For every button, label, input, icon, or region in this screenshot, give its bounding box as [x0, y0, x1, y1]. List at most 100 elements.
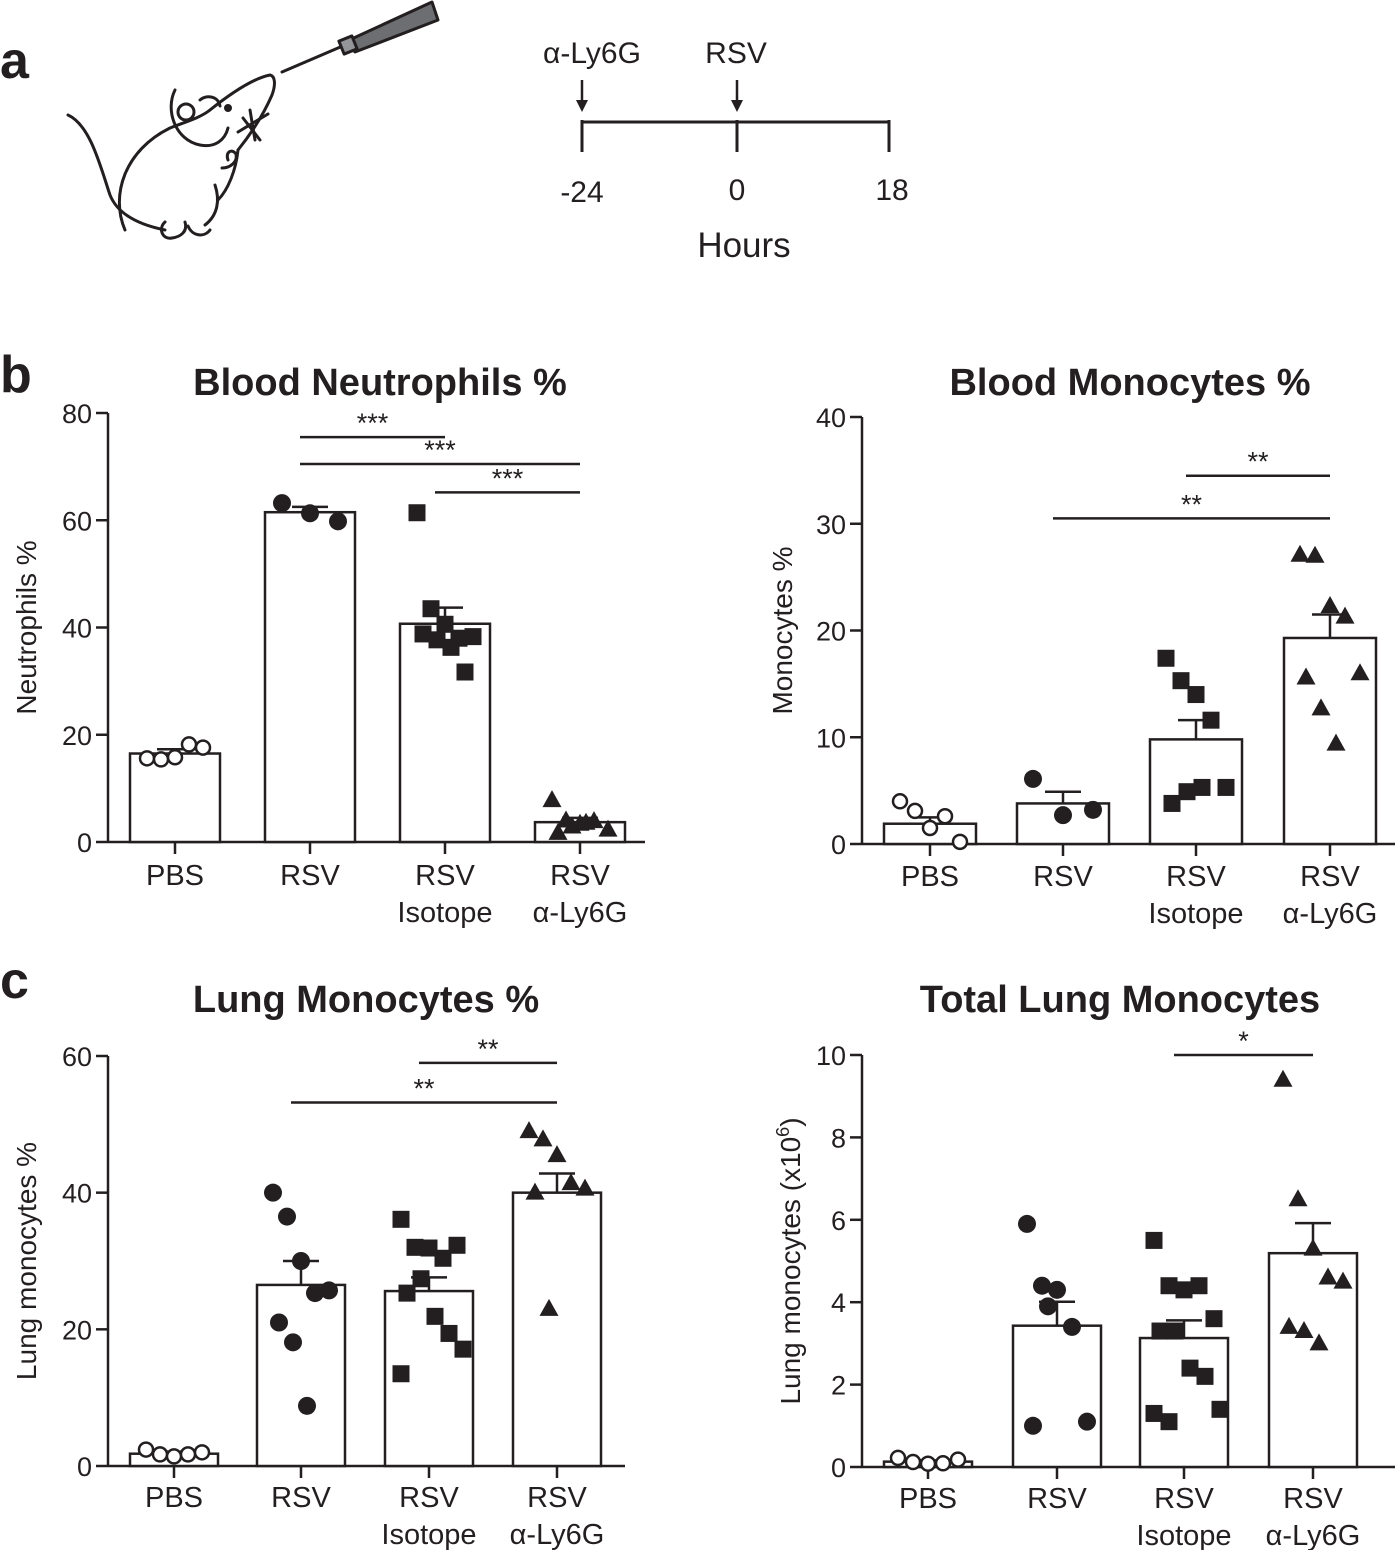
x-category-label: α-Ly6G: [1266, 1520, 1361, 1550]
data-point: [193, 1444, 211, 1461]
bar: [1011, 1324, 1103, 1469]
x-category-label: α-Ly6G: [533, 897, 628, 929]
bar: [1267, 1251, 1359, 1469]
down-arrow-icon: [576, 80, 588, 112]
data-point: [398, 1284, 416, 1302]
y-tick-label: 30: [816, 510, 846, 540]
data-point: [1024, 769, 1042, 788]
bar: [255, 1283, 347, 1468]
x-category-label: PBS: [901, 861, 959, 893]
x-category-label: RSV: [550, 860, 610, 892]
data-point: [561, 1173, 581, 1191]
data-point: [1151, 1322, 1169, 1340]
data-point: [1350, 663, 1370, 681]
data-point: [1190, 1277, 1208, 1295]
panel-letter-a: a: [0, 32, 30, 90]
x-category-label: PBS: [145, 1482, 203, 1514]
timeline-tick-label: 18: [875, 174, 908, 207]
data-point: [1279, 1316, 1299, 1334]
y-axis-label-text: Lung monocytes %: [11, 1142, 42, 1380]
data-point: [1217, 778, 1235, 796]
data-point: [1296, 667, 1316, 685]
data-point: [454, 1340, 472, 1358]
x-category-label: RSV: [1283, 1483, 1343, 1515]
data-point: [1187, 686, 1205, 704]
bar: [263, 510, 357, 844]
timeline-tick-label: 0: [729, 174, 746, 207]
significance-label: **: [477, 1034, 499, 1064]
y-tick-label: 10: [816, 1041, 846, 1071]
x-category-label: Isotope: [397, 897, 492, 929]
y-tick-label: 40: [62, 1179, 92, 1209]
y-axis-label: Monocytes %: [767, 546, 798, 714]
data-point: [1290, 544, 1310, 562]
data-point: [936, 807, 954, 825]
x-category-label: Isotope: [381, 1519, 476, 1550]
data-point: [1305, 545, 1325, 563]
data-point: [306, 1284, 324, 1303]
data-point: [1196, 1367, 1214, 1385]
data-point: [180, 736, 198, 753]
data-point: [919, 1455, 937, 1472]
data-point: [533, 1129, 553, 1147]
data-point: [278, 1207, 296, 1226]
data-point: [426, 1307, 444, 1325]
data-point: [1054, 806, 1072, 825]
y-axis-label: Lung monocytes %: [11, 1142, 42, 1380]
data-point: [179, 1446, 197, 1463]
data-point: [891, 793, 909, 810]
y-tick-label: 10: [816, 723, 846, 753]
significance-label: **: [413, 1073, 435, 1103]
data-point: [442, 638, 460, 656]
x-category-label: PBS: [146, 860, 204, 892]
data-point: [1178, 783, 1196, 801]
x-category-label: α-Ly6G: [510, 1519, 605, 1550]
y-axis-label-text: Monocytes %: [767, 546, 798, 714]
timeline-event-label: RSV: [705, 37, 767, 70]
data-point: [406, 1238, 424, 1256]
data-point: [1335, 606, 1355, 624]
x-category-label: RSV: [527, 1482, 587, 1514]
data-point: [1202, 711, 1220, 729]
data-point: [1193, 778, 1211, 796]
data-point: [264, 1183, 282, 1202]
data-point: [412, 1270, 430, 1288]
x-category-label: Isotope: [1148, 898, 1243, 930]
y-axis-label-close: ): [775, 1117, 806, 1126]
data-point: [1163, 794, 1181, 812]
y-axis-label-superscript: 6: [773, 1127, 793, 1137]
data-point: [1326, 733, 1346, 751]
x-category-label: Isotope: [1136, 1520, 1231, 1550]
data-point: [1063, 1317, 1081, 1336]
y-tick-label: 4: [831, 1288, 846, 1318]
data-point: [1166, 1322, 1184, 1340]
significance-label: ***: [492, 463, 524, 493]
y-axis-label-text: Neutrophils %: [11, 540, 42, 714]
data-point: [292, 1252, 310, 1270]
x-category-label: α-Ly6G: [1283, 898, 1378, 930]
data-point: [165, 1448, 183, 1465]
data-point: [138, 750, 156, 767]
data-point: [434, 1249, 452, 1267]
data-point: [420, 1239, 438, 1257]
y-tick-label: 80: [62, 399, 92, 429]
data-point: [1078, 1412, 1096, 1431]
data-point: [273, 494, 291, 513]
chart-blood-monocytes: Blood Monocytes % Monocytes % 0 10 20 30 40 PBS…: [767, 362, 1395, 930]
y-tick-label: 0: [831, 830, 846, 860]
data-point: [1311, 698, 1331, 716]
data-point: [889, 1449, 907, 1467]
y-tick-label: 60: [62, 506, 92, 536]
significance-label: ***: [424, 435, 456, 465]
data-point: [408, 504, 426, 522]
data-point: [1084, 800, 1102, 819]
data-point: [576, 812, 596, 830]
data-point: [1039, 1297, 1057, 1316]
data-point: [392, 1210, 410, 1228]
y-tick-label: 2: [831, 1371, 846, 1401]
data-point: [1172, 672, 1190, 690]
chart-title: Total Lung Monocytes: [920, 979, 1320, 1021]
y-tick-label: 20: [62, 1315, 92, 1345]
down-arrow-icon: [731, 80, 743, 112]
data-point: [1033, 1276, 1051, 1295]
